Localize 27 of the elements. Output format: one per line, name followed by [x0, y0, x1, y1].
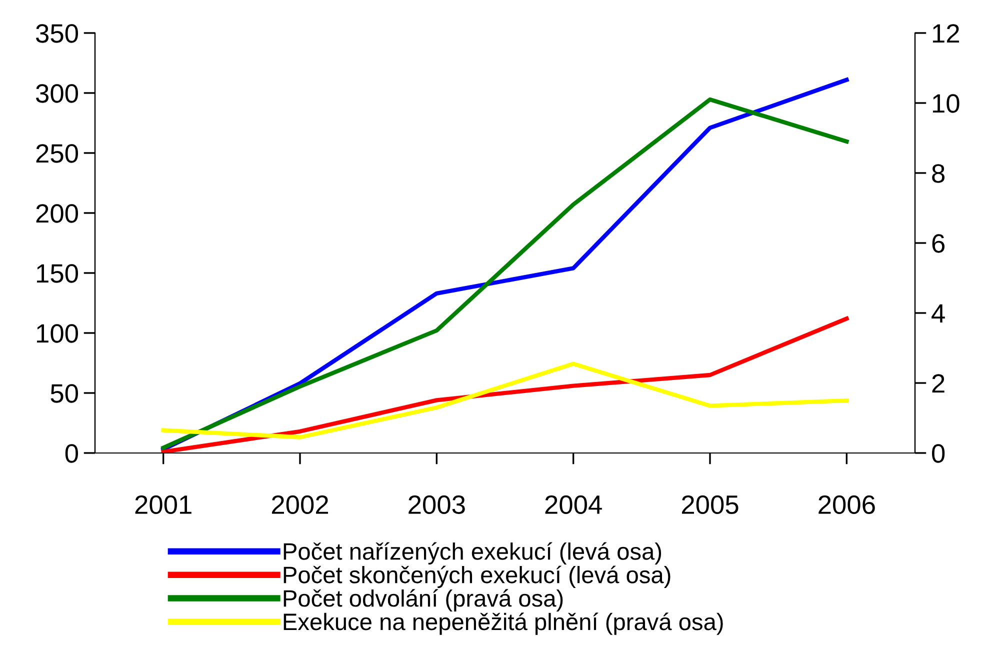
y-tick-label: 100: [37, 324, 78, 343]
y-tick-label: 250: [36, 144, 78, 163]
legend-label: Počet skončených exekucí (levá osa): [284, 566, 670, 588]
y-tick-label: 50: [50, 384, 78, 403]
x-tick-label: 2003: [408, 495, 465, 514]
x-tick-label: 2002: [272, 495, 328, 514]
y2-tick-label: 0: [932, 444, 945, 463]
y2-tick-label: 12: [932, 24, 959, 43]
y-tick-label: 0: [65, 444, 78, 463]
legend-label: Exekuce na nepeněžitá plnění (pravá osa): [284, 612, 723, 635]
y-tick-label: 150: [37, 264, 78, 283]
y-tick-label: 200: [36, 204, 78, 223]
y2-tick-label: 6: [932, 234, 944, 253]
legend-label: Počet nařízených exekucí (levá osa): [284, 542, 662, 565]
x-tick-label: 2005: [682, 495, 738, 514]
y2-tick-label: 8: [932, 164, 944, 183]
x-tick-label: 2001: [135, 495, 192, 514]
y-tick-label: 300: [36, 84, 78, 103]
line-series: [161, 362, 849, 440]
y2-tick-label: 10: [932, 94, 960, 113]
y-tick-label: 350: [36, 24, 78, 43]
x-tick-label: 2004: [545, 495, 602, 514]
y2-tick-label: 2: [932, 374, 944, 393]
y2-tick-label: 4: [932, 304, 945, 323]
line-series: [161, 316, 849, 453]
legend-label: Počet odvolání (pravá osa): [284, 589, 563, 612]
x-tick-label: 2006: [818, 495, 875, 514]
